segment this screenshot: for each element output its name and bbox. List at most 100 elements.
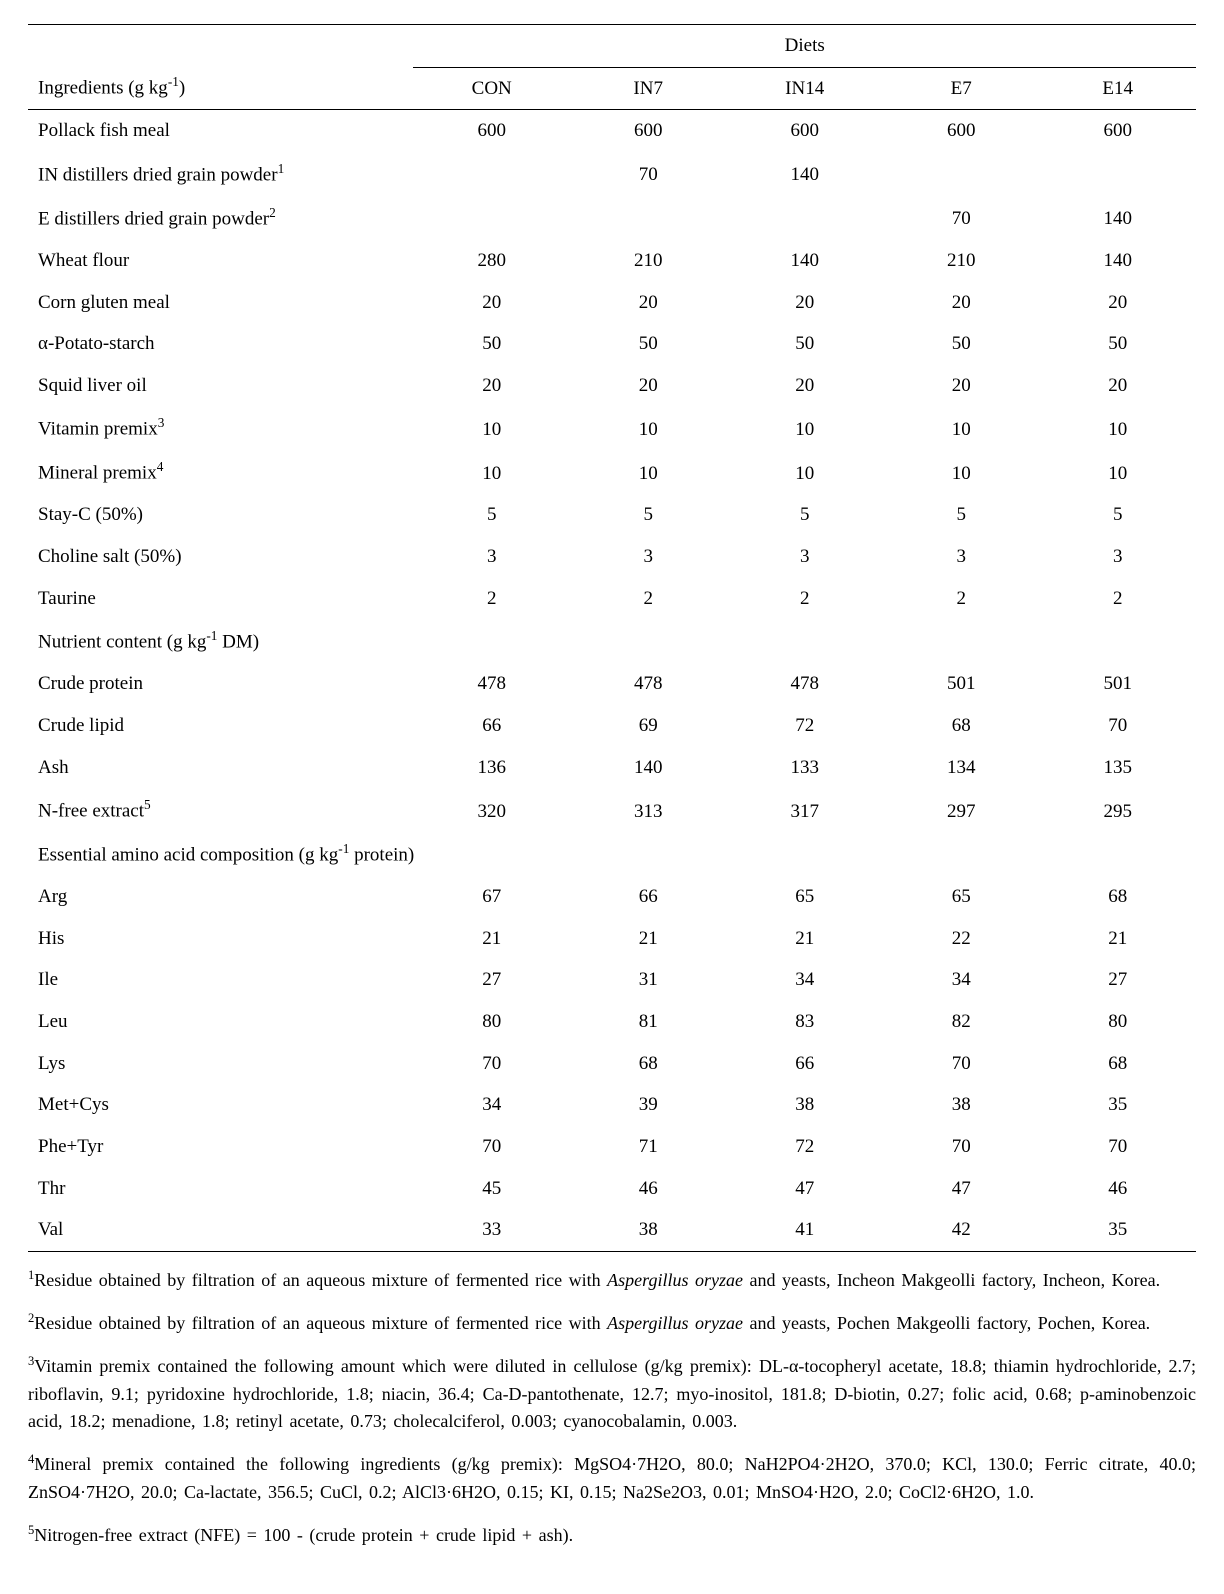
cell: 69 [570, 705, 727, 747]
section-label: Essential amino acid composition (g kg-1… [28, 832, 1196, 876]
cell: 38 [726, 1084, 883, 1126]
row-label: Arg [28, 876, 413, 918]
cell: 68 [883, 705, 1040, 747]
cell: 140 [1039, 196, 1196, 240]
cell: 478 [726, 663, 883, 705]
row-label: α-Potato-starch [28, 323, 413, 365]
header-diets: Diets [413, 25, 1196, 68]
cell: 34 [726, 959, 883, 1001]
cell: 21 [570, 918, 727, 960]
cell: 20 [413, 365, 570, 407]
cell: 10 [413, 406, 570, 450]
cell: 33 [413, 1209, 570, 1251]
footnote: 3Vitamin premix contained the following … [28, 1352, 1196, 1437]
table-row: Vitamin premix31010101010 [28, 406, 1196, 450]
cell: 317 [726, 788, 883, 832]
row-label: Ile [28, 959, 413, 1001]
cell [413, 196, 570, 240]
row-label: Crude protein [28, 663, 413, 705]
column-header: E7 [883, 67, 1040, 110]
cell: 2 [413, 578, 570, 620]
column-header: CON [413, 67, 570, 110]
cell: 46 [1039, 1168, 1196, 1210]
cell: 34 [883, 959, 1040, 1001]
cell: 72 [726, 1126, 883, 1168]
cell: 70 [883, 1126, 1040, 1168]
cell: 80 [413, 1001, 570, 1043]
table-row: Pollack fish meal600600600600600 [28, 110, 1196, 152]
cell: 70 [883, 196, 1040, 240]
cell: 2 [883, 578, 1040, 620]
table-row: Phe+Tyr7071727070 [28, 1126, 1196, 1168]
cell: 27 [413, 959, 570, 1001]
cell: 50 [570, 323, 727, 365]
table-row: Wheat flour280210140210140 [28, 240, 1196, 282]
cell: 20 [1039, 282, 1196, 324]
table-row: Stay-C (50%)55555 [28, 494, 1196, 536]
cell: 5 [1039, 494, 1196, 536]
cell: 10 [1039, 450, 1196, 494]
cell: 22 [883, 918, 1040, 960]
table-row: Mineral premix41010101010 [28, 450, 1196, 494]
cell: 501 [1039, 663, 1196, 705]
row-label: IN distillers dried grain powder1 [28, 152, 413, 196]
footnotes: 1Residue obtained by filtration of an aq… [28, 1266, 1196, 1550]
diet-table: Ingredients (g kg-1) Diets CONIN7IN14E7E… [28, 24, 1196, 1252]
cell: 478 [570, 663, 727, 705]
footnote: 1Residue obtained by filtration of an aq… [28, 1266, 1196, 1295]
table-row: Arg6766656568 [28, 876, 1196, 918]
cell: 68 [1039, 876, 1196, 918]
cell: 67 [413, 876, 570, 918]
row-label: Met+Cys [28, 1084, 413, 1126]
cell: 10 [413, 450, 570, 494]
cell: 5 [413, 494, 570, 536]
cell: 3 [883, 536, 1040, 578]
cell: 280 [413, 240, 570, 282]
cell: 68 [570, 1043, 727, 1085]
cell: 501 [883, 663, 1040, 705]
table-row: Choline salt (50%)33333 [28, 536, 1196, 578]
column-header: IN14 [726, 67, 883, 110]
cell: 5 [883, 494, 1040, 536]
cell: 35 [1039, 1084, 1196, 1126]
cell: 20 [1039, 365, 1196, 407]
cell: 10 [1039, 406, 1196, 450]
footnote: 4Mineral premix contained the following … [28, 1450, 1196, 1507]
table-row: E distillers dried grain powder2 70140 [28, 196, 1196, 240]
cell: 295 [1039, 788, 1196, 832]
cell: 10 [726, 406, 883, 450]
table-row: Val3338414235 [28, 1209, 1196, 1251]
row-label: E distillers dried grain powder2 [28, 196, 413, 240]
cell: 66 [726, 1043, 883, 1085]
cell: 71 [570, 1126, 727, 1168]
cell: 3 [570, 536, 727, 578]
footnote: 5Nitrogen-free extract (NFE) = 100 - (cr… [28, 1521, 1196, 1550]
cell: 2 [726, 578, 883, 620]
cell: 20 [570, 365, 727, 407]
footnote: 2Residue obtained by filtration of an aq… [28, 1309, 1196, 1338]
cell: 3 [726, 536, 883, 578]
cell: 140 [726, 240, 883, 282]
row-label: Choline salt (50%) [28, 536, 413, 578]
table-row: His2121212221 [28, 918, 1196, 960]
cell: 82 [883, 1001, 1040, 1043]
row-label: Phe+Tyr [28, 1126, 413, 1168]
cell: 3 [413, 536, 570, 578]
table-row: Squid liver oil2020202020 [28, 365, 1196, 407]
table-row: Thr4546474746 [28, 1168, 1196, 1210]
cell: 600 [726, 110, 883, 152]
cell: 135 [1039, 747, 1196, 789]
row-label: Vitamin premix3 [28, 406, 413, 450]
cell: 210 [883, 240, 1040, 282]
table-row: IN distillers dried grain powder170140 [28, 152, 1196, 196]
cell: 2 [570, 578, 727, 620]
cell: 10 [570, 450, 727, 494]
column-header: IN7 [570, 67, 727, 110]
cell: 20 [726, 365, 883, 407]
cell: 65 [883, 876, 1040, 918]
cell: 39 [570, 1084, 727, 1126]
cell [570, 196, 727, 240]
cell: 600 [1039, 110, 1196, 152]
cell: 20 [570, 282, 727, 324]
cell [1039, 152, 1196, 196]
